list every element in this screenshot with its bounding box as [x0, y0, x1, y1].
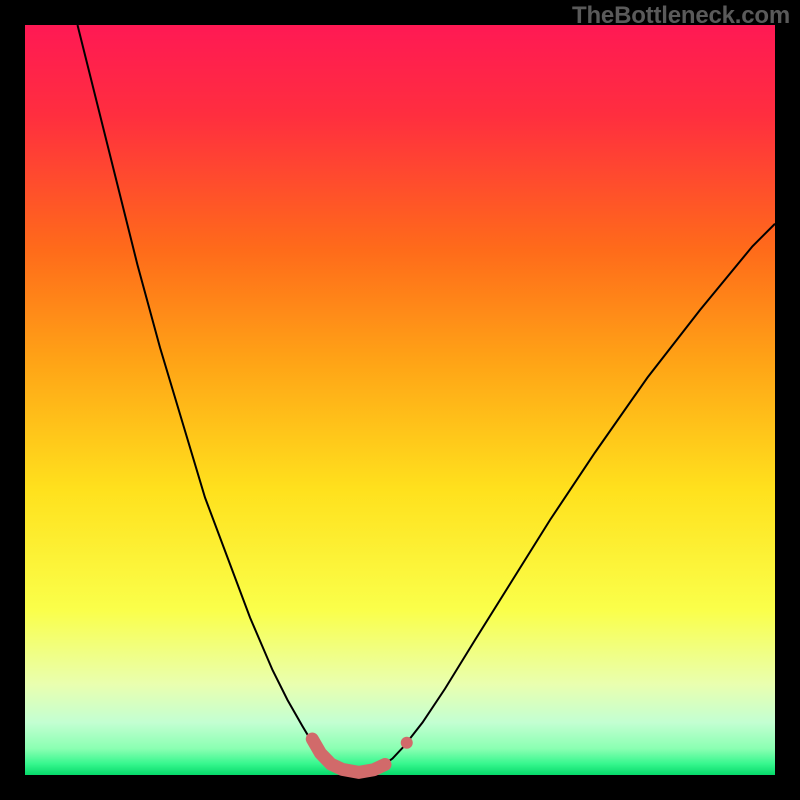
plot-background	[25, 25, 775, 775]
bottleneck-chart	[0, 0, 800, 800]
bottleneck-optimal-dot	[401, 737, 413, 749]
